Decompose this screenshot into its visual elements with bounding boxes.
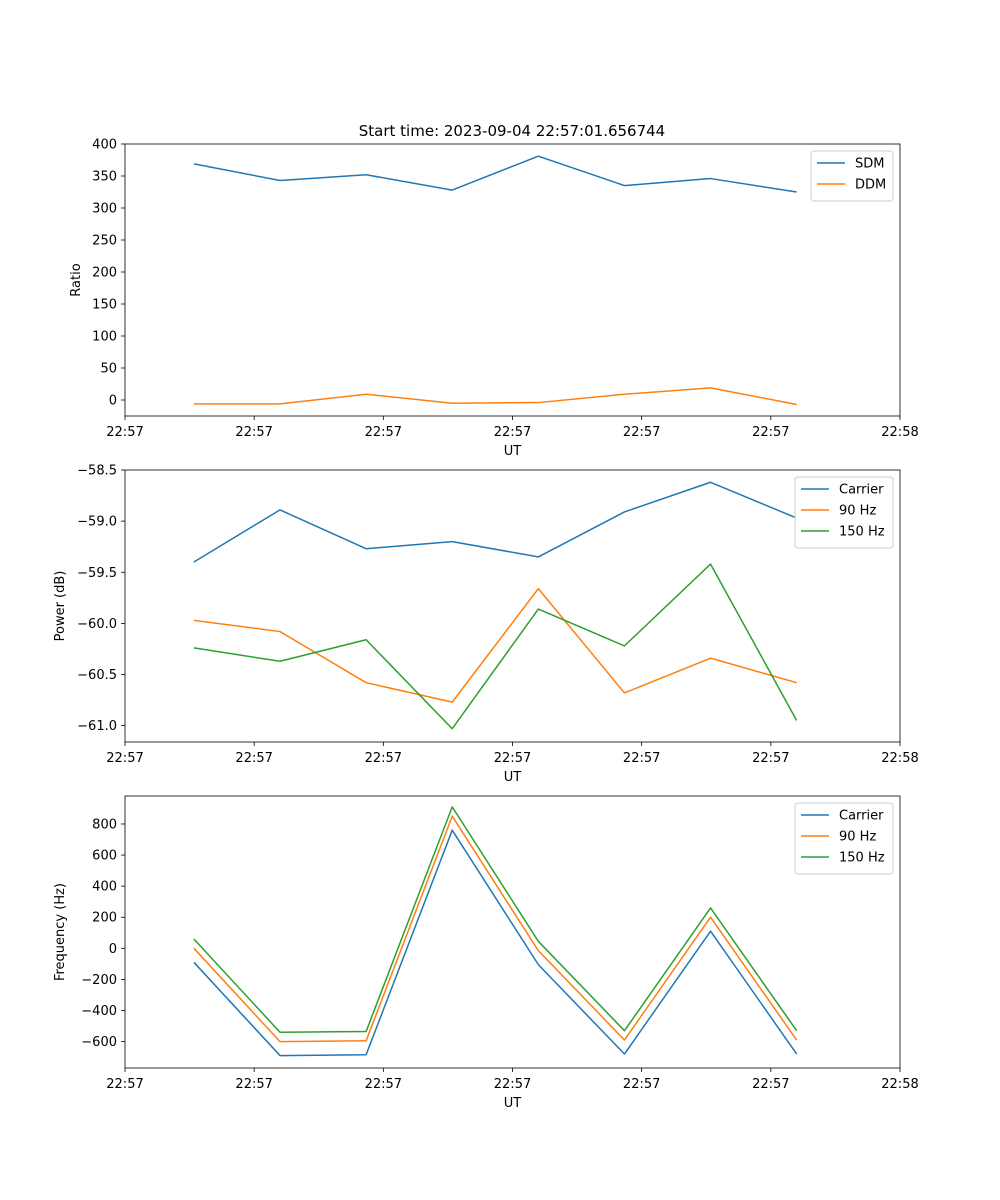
- y-tick-label: 350: [92, 170, 117, 185]
- series-line-90-hz: [193, 587, 797, 703]
- legend-label: Carrier: [839, 809, 884, 824]
- y-tick-label: 100: [92, 330, 117, 345]
- series-line-sdm: [193, 155, 797, 193]
- y-tick-label: −59.5: [77, 566, 117, 581]
- y-tick-label: −58.5: [77, 464, 117, 479]
- y-axis-label: Frequency (Hz): [53, 883, 68, 981]
- x-tick-label: 22:57: [623, 1077, 660, 1092]
- x-tick-label: 22:57: [235, 425, 272, 440]
- y-tick-label: 0: [109, 394, 117, 409]
- y-axis-label: Ratio: [69, 263, 84, 296]
- y-tick-label: −59.0: [77, 515, 117, 530]
- y-tick-label: −60.5: [77, 668, 117, 683]
- legend-label: SDM: [855, 157, 884, 172]
- x-tick-label: 22:57: [106, 751, 143, 766]
- y-tick-label: 400: [92, 880, 117, 895]
- legend-label: DDM: [855, 178, 886, 193]
- ratio-panel: 22:57 22:57 22:57 22:57 22:57 22:57 22:58 0 50 10…: [69, 138, 919, 460]
- x-tick-label: 22:57: [494, 425, 531, 440]
- x-tick-label: 22:57: [106, 1077, 143, 1092]
- y-tick-label: 150: [92, 298, 117, 313]
- frequency-panel: 22:57 22:57 22:57 22:57 22:57 22:57 22:58 −600 −…: [53, 795, 919, 1111]
- y-tick-label: −400: [81, 1004, 117, 1019]
- y-tick-label: 200: [92, 266, 117, 281]
- x-tick-label: 22:57: [235, 751, 272, 766]
- x-tick-label: 22:57: [235, 1077, 272, 1092]
- series-line-150-hz: [193, 806, 798, 1033]
- y-tick-label: 250: [92, 234, 117, 249]
- y-tick-label: −60.0: [77, 617, 117, 632]
- y-tick-label: 200: [92, 911, 117, 926]
- x-axis-label: UT: [504, 1096, 522, 1111]
- y-axis-label: Power (dB): [53, 571, 68, 642]
- x-tick-label: 22:57: [494, 1077, 531, 1092]
- axes-frame: [124, 469, 901, 743]
- x-tick-label: 22:58: [881, 751, 918, 766]
- legend: SDM DDM: [810, 150, 894, 202]
- x-tick-label: 22:57: [623, 751, 660, 766]
- x-axis-label: UT: [504, 770, 522, 785]
- chart-title: Start time: 2023-09-04 22:57:01.656744: [359, 122, 665, 140]
- y-tick-label: 600: [92, 849, 117, 864]
- y-tick-label: 50: [100, 362, 117, 377]
- x-tick-label: 22:57: [752, 425, 789, 440]
- x-tick-label: 22:57: [106, 425, 143, 440]
- x-tick-label: 22:57: [365, 425, 402, 440]
- y-tick-label: −200: [81, 973, 117, 988]
- x-axis-label: UT: [504, 444, 522, 459]
- y-tick-label: 300: [92, 202, 117, 217]
- legend-label: 90 Hz: [839, 504, 876, 519]
- series-line-carrier: [193, 481, 797, 563]
- x-tick-label: 22:57: [365, 1077, 402, 1092]
- legend-label: Carrier: [839, 483, 884, 498]
- power-panel: 22:57 22:57 22:57 22:57 22:57 22:57 22:58 −58.5…: [53, 464, 919, 786]
- y-tick-label: −61.0: [77, 719, 117, 734]
- axes-frame: [124, 795, 901, 1069]
- x-tick-label: 22:58: [881, 425, 918, 440]
- series-line-ddm: [193, 387, 797, 406]
- x-tick-label: 22:57: [623, 425, 660, 440]
- x-tick-label: 22:57: [365, 751, 402, 766]
- x-tick-label: 22:58: [881, 1077, 918, 1092]
- legend-label: 150 Hz: [839, 525, 885, 540]
- series-line-150-hz: [193, 563, 798, 730]
- y-tick-label: 800: [92, 817, 117, 832]
- legend: Carrier 90 Hz 150 Hz: [794, 476, 894, 549]
- y-tick-label: 0: [109, 942, 117, 957]
- x-tick-label: 22:57: [752, 1077, 789, 1092]
- axes-frame: [124, 143, 901, 417]
- y-tick-label: −600: [81, 1035, 117, 1050]
- legend-label: 150 Hz: [839, 851, 885, 866]
- legend-label: 90 Hz: [839, 830, 876, 845]
- series-line-carrier: [193, 829, 798, 1057]
- y-tick-label: 400: [92, 138, 117, 153]
- x-tick-label: 22:57: [752, 751, 789, 766]
- series-line-90-hz: [193, 815, 798, 1043]
- legend: Carrier 90 Hz 150 Hz: [794, 802, 894, 875]
- x-tick-label: 22:57: [494, 751, 531, 766]
